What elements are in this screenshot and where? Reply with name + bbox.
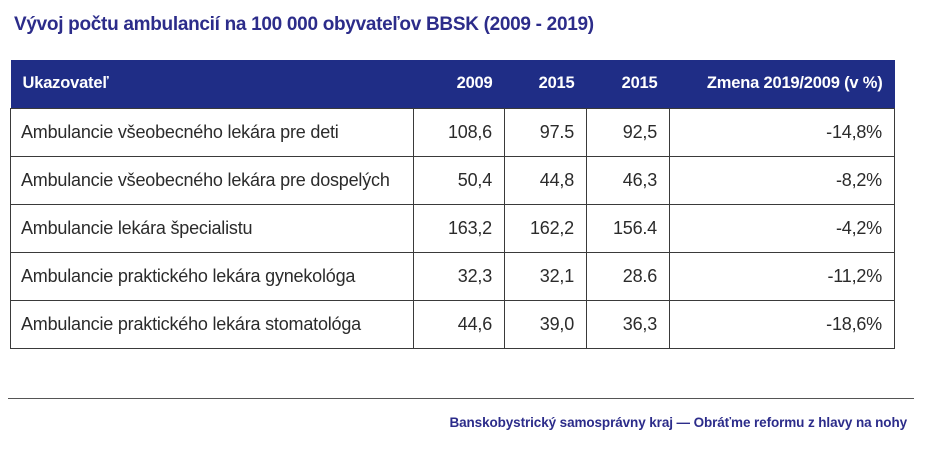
cell-change: -8,2%: [669, 155, 895, 205]
table-title: Vývoj počtu ambulancií na 100 000 obyvat…: [14, 14, 594, 35]
cell-change: -14,8%: [669, 107, 895, 157]
row-label: Ambulancie praktického lekára gynekológa: [10, 251, 414, 301]
table-header-row: Ukazovateľ 2009 2015 2015 Zmena 2019/200…: [10, 60, 895, 108]
cell-change: -18,6%: [669, 299, 895, 349]
cell-value: 163,2: [413, 203, 505, 253]
header-year-2015-a: 2015: [538, 74, 575, 93]
cell-value: 92,5: [586, 107, 670, 157]
footer-caption: Banskobystrický samosprávny kraj — Obráť…: [449, 415, 907, 430]
header-indicator: Ukazovateľ: [22, 74, 109, 93]
cell-change: -11,2%: [669, 251, 895, 301]
table-row: Ambulancie lekára špecialistu 163,2 162,…: [10, 203, 895, 253]
table-row: Ambulancie praktického lekára stomatológ…: [10, 299, 895, 349]
table-row: Ambulancie praktického lekára gynekológa…: [10, 251, 895, 301]
cell-value: 50,4: [413, 155, 505, 205]
cell-value: 156.4: [586, 203, 670, 253]
header-year-2009: 2009: [456, 74, 493, 93]
cell-value: 162,2: [504, 203, 587, 253]
footer-divider: [8, 398, 914, 399]
cell-value: 32,3: [413, 251, 505, 301]
header-year-2015-b: 2015: [621, 74, 658, 93]
cell-value: 32,1: [504, 251, 587, 301]
cell-value: 44,8: [504, 155, 587, 205]
row-label: Ambulancie všeobecného lekára pre deti: [10, 107, 414, 157]
cell-value: 28.6: [586, 251, 670, 301]
cell-value: 108,6: [413, 107, 505, 157]
table-row: Ambulancie všeobecného lekára pre dospel…: [10, 155, 895, 205]
row-label: Ambulancie praktického lekára stomatológ…: [10, 299, 414, 349]
cell-value: 46,3: [586, 155, 670, 205]
cell-value: 44,6: [413, 299, 505, 349]
data-table: Ukazovateľ 2009 2015 2015 Zmena 2019/200…: [10, 60, 895, 349]
header-change: Zmena 2019/2009 (v %): [706, 74, 883, 93]
table-row: Ambulancie všeobecného lekára pre deti 1…: [10, 107, 895, 157]
cell-value: 39,0: [504, 299, 587, 349]
row-label: Ambulancie všeobecného lekára pre dospel…: [10, 155, 414, 205]
cell-change: -4,2%: [669, 203, 895, 253]
row-label: Ambulancie lekára špecialistu: [10, 203, 414, 253]
cell-value: 36,3: [586, 299, 670, 349]
cell-value: 97.5: [504, 107, 587, 157]
